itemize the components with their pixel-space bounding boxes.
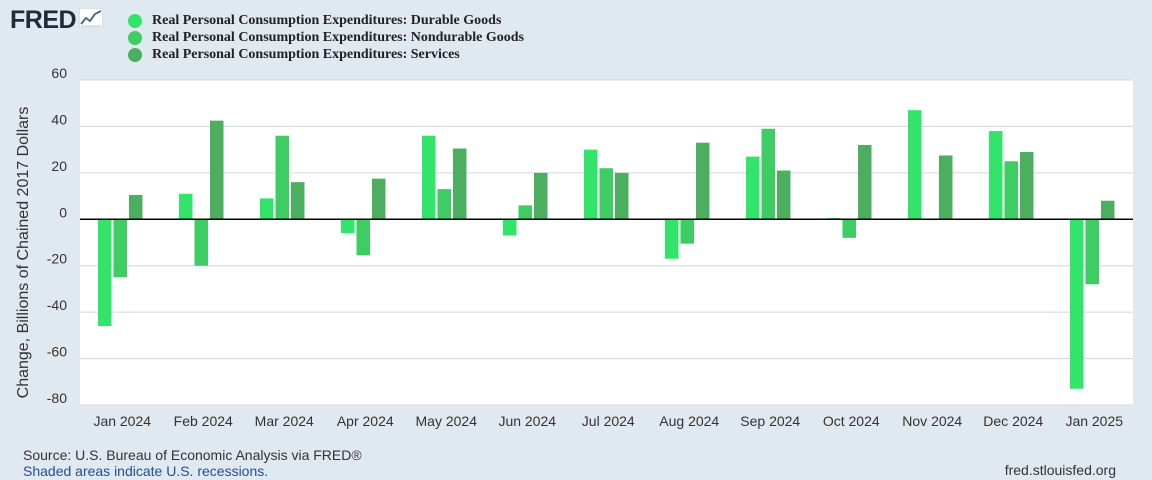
recession-note: Shaded areas indicate U.S. recessions. [23,463,269,479]
legend-item-durable: Real Personal Consumption Expenditures: … [128,12,524,29]
footer-notes: Source: U.S. Bureau of Economic Analysis… [23,447,362,479]
y-tick-label: -80 [47,390,67,406]
legend-label: Real Personal Consumption Expenditures: … [152,12,502,28]
bar [518,205,532,220]
bar [1004,161,1018,220]
y-tick-label: 0 [59,204,67,220]
chart-legend: Real Personal Consumption Expenditures: … [128,12,524,63]
legend-swatch [128,13,142,28]
bar [422,135,436,220]
bar [260,198,274,220]
y-tick-label: 40 [51,111,67,127]
fred-url[interactable]: fred.stlouisfed.org [1004,462,1116,478]
x-tick-label: Jan 2025 [1065,413,1123,429]
bar [1070,219,1084,389]
x-tick-label: Aug 2024 [659,413,719,429]
bar [453,148,467,220]
legend-swatch [128,30,142,45]
x-tick-label: Dec 2024 [983,413,1043,429]
x-tick-label: Sep 2024 [740,413,800,429]
bar [291,182,305,220]
bar [696,142,710,220]
bar [908,110,922,220]
bar [194,219,208,266]
fred-logo-text: FRED [10,6,77,34]
bar [437,189,451,220]
bar [680,219,694,244]
bar [615,172,629,220]
x-tick-label: Apr 2024 [337,413,394,429]
bar [777,170,791,220]
x-tick-label: May 2024 [416,413,478,429]
bar [356,219,370,256]
bar [503,219,517,236]
y-tick-label: -60 [47,344,67,360]
bar [179,193,193,220]
bar [746,156,760,220]
bar [939,155,953,220]
x-tick-label: Oct 2024 [823,413,880,429]
bar [665,219,679,259]
y-tick-label: 20 [51,158,67,174]
bar [372,178,386,220]
bar [761,128,775,220]
legend-item-nondurable: Real Personal Consumption Expenditures: … [128,29,524,46]
bar [98,219,112,327]
bar [341,219,355,234]
bar [210,120,224,220]
bar [1085,219,1099,285]
bar [599,168,613,220]
bar [113,219,127,278]
bar [275,135,289,220]
bar [858,145,872,220]
x-tick-label: Mar 2024 [255,413,314,429]
x-tick-label: Nov 2024 [902,413,962,429]
legend-item-services: Real Personal Consumption Expenditures: … [128,46,524,63]
legend-label: Real Personal Consumption Expenditures: … [152,46,460,62]
x-tick-label: Feb 2024 [174,413,233,429]
bar [129,194,143,220]
plot-area [80,80,1133,405]
x-tick-label: Jan 2024 [93,413,151,429]
bar [842,219,856,238]
bar [534,172,548,220]
bar [1101,200,1115,220]
y-tick-label: -40 [47,297,67,313]
y-tick-label: -20 [47,251,67,267]
legend-swatch [128,47,142,62]
bar [989,131,1003,220]
source-note: Source: U.S. Bureau of Economic Analysis… [23,447,362,463]
legend-label: Real Personal Consumption Expenditures: … [152,29,524,45]
x-tick-label: Jul 2024 [582,413,635,429]
bar [1020,151,1034,220]
y-tick-label: 60 [51,65,67,81]
y-axis-label: Change, Billions of Chained 2017 Dollars [15,107,32,399]
bar [584,149,598,220]
x-tick-label: Jun 2024 [498,413,556,429]
